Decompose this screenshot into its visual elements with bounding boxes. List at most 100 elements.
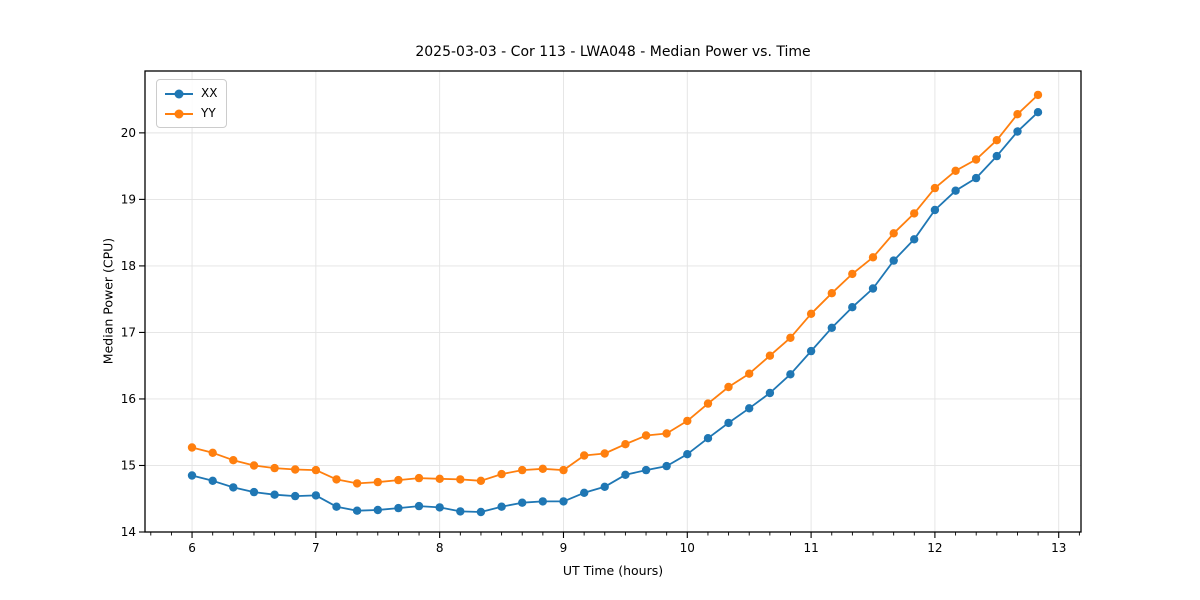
data-point-yy [249, 461, 259, 470]
y-tick-label: 15 [121, 458, 136, 472]
data-point-xx [703, 434, 713, 443]
data-point-yy [476, 476, 486, 485]
data-point-xx [518, 498, 527, 507]
data-point-yy [930, 183, 940, 193]
data-point-xx [435, 503, 444, 512]
data-point-xx [641, 465, 651, 475]
data-point-yy [868, 253, 878, 262]
data-point-xx [352, 506, 362, 515]
series-line-yy [191, 94, 1039, 485]
data-point-xx [208, 476, 217, 485]
data-point-xx [621, 470, 630, 479]
data-point-xx [806, 346, 816, 356]
data-point-yy [435, 474, 444, 483]
data-point-yy [1033, 90, 1043, 100]
data-point-xx [868, 284, 878, 293]
y-tick-label: 17 [121, 325, 136, 339]
legend: XX YY [156, 79, 228, 128]
data-point-xx [580, 488, 589, 497]
data-point-yy [229, 456, 238, 465]
data-point-yy [187, 443, 197, 452]
data-point-yy [1013, 110, 1022, 119]
data-point-xx [724, 418, 733, 428]
data-point-xx [662, 461, 671, 471]
data-point-yy [641, 431, 651, 440]
data-point-xx [1013, 127, 1022, 136]
data-point-yy [600, 449, 609, 458]
data-point-yy [414, 473, 424, 483]
data-point-yy [765, 351, 775, 360]
data-point-xx [270, 490, 279, 499]
data-point-xx [930, 205, 940, 215]
x-axis-label: UT Time (hours) [562, 563, 664, 578]
y-tick-label: 16 [121, 392, 136, 406]
x-tick-label: 10 [680, 541, 695, 555]
x-tick-label: 12 [927, 541, 942, 555]
data-point-xx [600, 482, 609, 491]
data-point-yy [621, 440, 630, 449]
y-tick-label: 14 [121, 525, 136, 539]
legend-item-yy: YY [164, 105, 217, 122]
data-point-xx [332, 502, 341, 511]
data-point-yy [270, 463, 279, 473]
data-point-xx [249, 487, 259, 497]
data-point-yy [580, 451, 589, 460]
data-point-yy [373, 477, 382, 487]
legend-label-yy: YY [201, 106, 216, 120]
data-point-yy [456, 475, 465, 484]
legend-label-xx: XX [201, 86, 218, 100]
data-point-xx [291, 491, 300, 501]
data-point-xx [1033, 108, 1043, 117]
data-point-xx [456, 507, 465, 516]
data-point-yy [394, 475, 403, 485]
data-point-xx [745, 404, 754, 413]
x-tick-label: 11 [803, 541, 818, 555]
data-point-xx [538, 497, 547, 506]
data-point-xx [683, 450, 692, 459]
data-point-yy [910, 209, 919, 218]
data-point-yy [332, 475, 341, 484]
data-point-xx [414, 501, 424, 511]
data-point-yy [971, 155, 981, 164]
x-tick-label: 13 [1051, 541, 1066, 555]
data-point-xx [848, 303, 857, 312]
x-tick-label: 7 [312, 541, 320, 555]
data-point-xx [910, 235, 919, 244]
data-point-yy [497, 469, 506, 479]
series-line-xx [191, 111, 1039, 513]
data-point-xx [992, 151, 1001, 161]
data-point-xx [889, 256, 898, 265]
data-point-yy [311, 465, 321, 475]
data-point-xx [373, 505, 382, 515]
x-tick-label: 9 [560, 541, 568, 555]
data-point-xx [476, 507, 486, 517]
data-point-xx [971, 173, 981, 183]
data-point-xx [951, 186, 960, 195]
legend-swatch-xx-icon [165, 89, 193, 98]
legend-marker-xx [174, 89, 184, 98]
data-point-xx [497, 502, 506, 511]
legend-item-xx: XX [164, 85, 217, 102]
axes-border [144, 70, 1082, 533]
data-point-yy [662, 429, 671, 438]
data-point-xx [559, 497, 568, 506]
data-point-xx [311, 491, 321, 500]
data-point-yy [518, 465, 527, 475]
data-point-xx [827, 323, 836, 332]
data-point-yy [745, 369, 754, 378]
data-point-yy [208, 448, 217, 457]
data-point-yy [786, 333, 795, 342]
y-tick-label: 19 [121, 192, 136, 206]
legend-marker-yy [174, 109, 184, 118]
data-point-yy [806, 309, 816, 318]
data-point-yy [559, 465, 568, 475]
y-tick-label: 18 [121, 259, 136, 273]
data-point-yy [291, 465, 300, 474]
data-point-yy [683, 416, 692, 426]
data-point-yy [889, 229, 898, 238]
x-tick-label: 8 [436, 541, 444, 555]
x-tick-label: 6 [188, 541, 196, 555]
data-point-yy [352, 479, 362, 488]
